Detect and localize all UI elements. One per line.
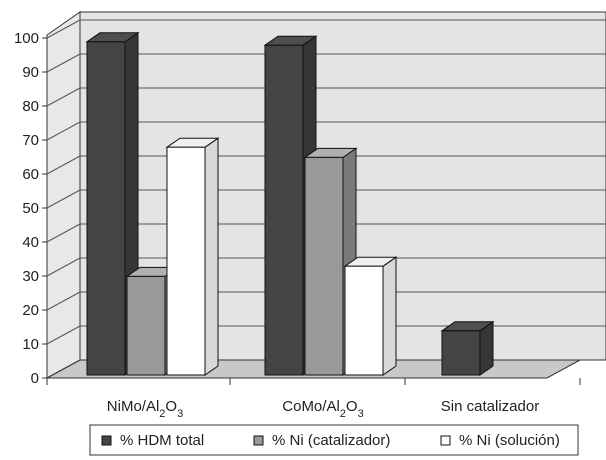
x-tick-label: CoMo/Al2O3 <box>282 398 363 420</box>
gridline-side <box>46 121 81 141</box>
bar-front <box>264 44 304 376</box>
legend-label: % Ni (solución) <box>459 432 560 449</box>
gridline-side <box>46 223 81 243</box>
gridline-side <box>46 189 81 209</box>
bar-front <box>86 41 126 376</box>
bar <box>343 256 398 376</box>
bars <box>85 31 495 376</box>
chart-side-wall <box>46 11 81 379</box>
bar-front <box>126 275 166 376</box>
legend: % HDM total % Ni (catalizador) % Ni (soluc… <box>89 424 579 456</box>
y-tick-label: 80 <box>22 98 39 115</box>
gridline-side <box>46 325 81 345</box>
y-tick-label: 40 <box>22 234 39 251</box>
legend-label: % HDM total <box>120 432 204 449</box>
bar-front <box>304 156 344 376</box>
y-tick-label: 60 <box>22 166 39 183</box>
x-tick-label: Sin catalizador <box>441 398 539 415</box>
legend-swatch <box>440 435 451 446</box>
y-tick-label: 10 <box>22 336 39 353</box>
y-tick-label: 0 <box>31 370 39 387</box>
legend-swatch <box>253 435 264 446</box>
bar-side <box>382 256 397 376</box>
gridline-side <box>46 87 81 107</box>
legend-box <box>89 424 579 456</box>
bar-front <box>441 330 481 376</box>
y-tick-label: 20 <box>22 302 39 319</box>
legend-label: % Ni (catalizador) <box>272 432 390 449</box>
y-axis: 0 10 20 30 40 50 60 70 80 90 100 <box>14 30 47 387</box>
x-axis-labels: NiMo/Al2O3 CoMo/Al2O3 Sin catalizador <box>46 378 581 420</box>
x-tick-label: NiMo/Al2O3 <box>107 398 183 420</box>
bar-front <box>344 265 384 376</box>
bar <box>440 320 495 376</box>
bar-front <box>166 146 206 376</box>
y-tick-label: 90 <box>22 64 39 81</box>
y-tick-label: 100 <box>14 30 39 47</box>
bar <box>165 137 220 376</box>
gridline-side <box>46 291 81 311</box>
y-tick-label: 30 <box>22 268 39 285</box>
gridline-side <box>46 257 81 277</box>
gridline-side <box>46 53 81 73</box>
legend-swatch <box>101 435 112 446</box>
gridline-side <box>46 19 81 39</box>
gridline-side <box>46 155 81 175</box>
y-tick-label: 50 <box>22 200 39 217</box>
bar-side <box>204 137 219 376</box>
y-tick-label: 70 <box>22 132 39 149</box>
